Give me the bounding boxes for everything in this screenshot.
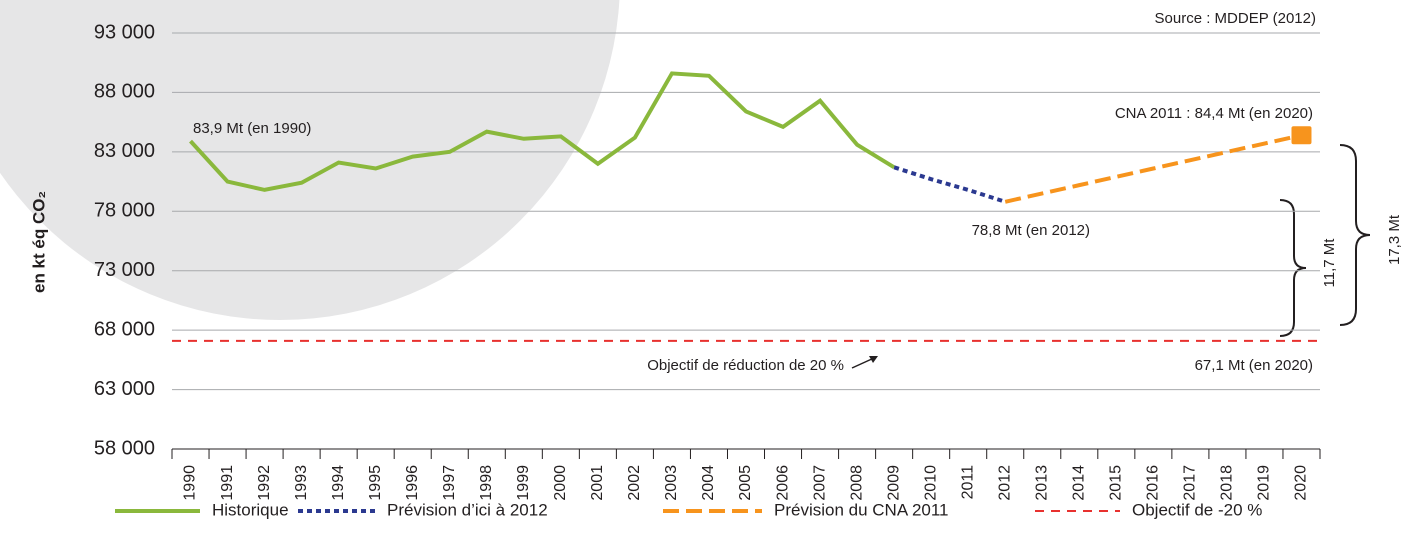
annotation: 11,7 Mt — [1321, 238, 1338, 288]
y-tick-label: 63 000 — [94, 378, 155, 400]
x-tick-label: 2009 — [885, 465, 902, 501]
x-tick-label: 2010 — [922, 465, 939, 501]
x-tick-label: 2014 — [1071, 465, 1088, 501]
x-tick-label: 1992 — [256, 465, 273, 501]
x-tick-label: 2018 — [1219, 465, 1236, 501]
y-tick-label: 73 000 — [94, 259, 155, 281]
x-tick-label: 2015 — [1108, 465, 1125, 501]
y-axis-label: en kt éq CO₂ — [29, 191, 48, 293]
x-tick-label: 2004 — [700, 465, 717, 501]
x-tick-label: 1991 — [219, 465, 236, 501]
brace — [1339, 144, 1371, 326]
x-tick-label: 2011 — [959, 465, 976, 500]
annotation: 83,9 Mt (en 1990) — [193, 120, 311, 137]
x-tick-label: 1999 — [515, 465, 532, 501]
annotation: 17,3 Mt — [1386, 214, 1403, 265]
x-tick-label: 1990 — [182, 465, 199, 501]
legend-label: Objectif de -20 % — [1132, 500, 1262, 519]
x-tick-label: 2013 — [1033, 465, 1050, 501]
annotation: 67,1 Mt (en 2020) — [1195, 357, 1313, 374]
y-tick-label: 83 000 — [94, 140, 155, 162]
x-tick-label: 1996 — [404, 465, 421, 501]
x-tick-label: 2001 — [589, 465, 606, 501]
x-tick-label: 1994 — [330, 465, 347, 501]
x-tick-label: 2019 — [1256, 465, 1273, 501]
y-tick-label: 78 000 — [94, 200, 155, 222]
series-line — [1004, 133, 1302, 204]
x-tick-label: 1993 — [293, 465, 310, 501]
x-tick-label: 2017 — [1182, 465, 1199, 501]
legend-label: Historique — [212, 500, 289, 519]
brace — [1279, 199, 1307, 337]
x-tick-label: 2016 — [1145, 465, 1162, 501]
x-tick-label: 2020 — [1293, 465, 1310, 501]
x-tick-label: 2005 — [737, 465, 754, 501]
x-tick-label: 1995 — [367, 465, 384, 501]
annotation: 78,8 Mt (en 2012) — [972, 222, 1090, 239]
x-tick-label: 2000 — [552, 465, 569, 501]
y-tick-label: 58 000 — [94, 437, 155, 459]
annotation: Source : MDDEP (2012) — [1155, 10, 1316, 27]
x-tick-label: 2008 — [848, 465, 865, 501]
arrow — [851, 357, 875, 369]
x-tick-label: 2002 — [626, 465, 643, 501]
arrow-head — [869, 356, 878, 363]
x-tick-label: 1997 — [441, 465, 458, 501]
annotation: CNA 2011 : 84,4 Mt (en 2020) — [1115, 105, 1313, 122]
x-tick-label: 2006 — [774, 465, 791, 501]
legend-label: Prévision du CNA 2011 — [774, 500, 949, 519]
x-tick-label: 2012 — [996, 465, 1013, 501]
series-line — [189, 71, 896, 192]
y-tick-label: 93 000 — [94, 21, 155, 43]
x-tick-label: 2007 — [811, 465, 828, 501]
annotation: Objectif de réduction de 20 % — [647, 357, 844, 374]
y-tick-label: 68 000 — [94, 318, 155, 340]
legend-label: Prévision d’ici à 2012 — [387, 500, 548, 519]
series-line — [893, 165, 1006, 204]
end-marker — [1291, 126, 1312, 145]
background-circle — [0, 0, 620, 320]
x-tick-label: 2003 — [663, 465, 680, 501]
y-tick-label: 88 000 — [94, 81, 155, 103]
x-tick-label: 1998 — [478, 465, 495, 501]
